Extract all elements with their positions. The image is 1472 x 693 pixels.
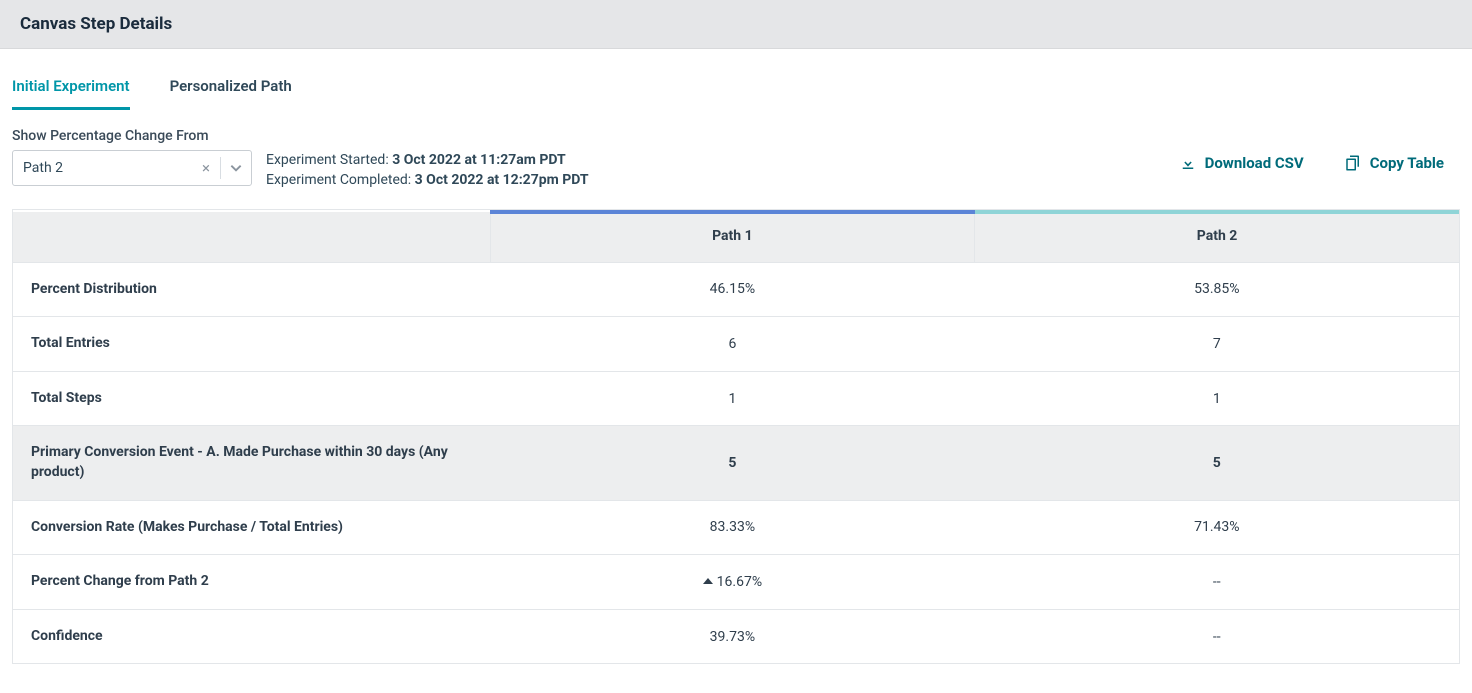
experiment-meta: Experiment Started: 3 Oct 2022 at 11:27a… <box>266 150 1165 191</box>
download-csv-label: Download CSV <box>1205 154 1304 172</box>
path2-cell: -- <box>975 555 1459 610</box>
metric-cell: Primary Conversion Event - A. Made Purch… <box>13 426 490 500</box>
copy-table-label: Copy Table <box>1370 154 1444 172</box>
clear-icon[interactable]: × <box>192 159 220 177</box>
metric-cell: Percent Change from Path 2 <box>13 555 490 610</box>
path2-cell: -- <box>975 609 1459 663</box>
path1-cell: 46.15% <box>490 262 974 317</box>
experiment-completed-label: Experiment Completed: <box>266 172 415 188</box>
path2-cell: 71.43% <box>975 500 1459 555</box>
experiment-started-label: Experiment Started: <box>266 152 392 168</box>
table-row: Total Entries67 <box>13 317 1459 372</box>
tab-initial-experiment[interactable]: Initial Experiment <box>12 67 130 110</box>
path2-cell: 1 <box>975 371 1459 426</box>
copy-table-button[interactable]: Copy Table <box>1344 154 1444 172</box>
copy-icon <box>1344 154 1362 172</box>
column-header-path1: Path 1 <box>490 212 974 263</box>
path2-cell: 7 <box>975 317 1459 372</box>
download-csv-button[interactable]: Download CSV <box>1179 154 1304 172</box>
table-row: Conversion Rate (Makes Purchase / Total … <box>13 500 1459 555</box>
path1-cell: 16.67% <box>490 555 974 610</box>
path1-cell: 83.33% <box>490 500 974 555</box>
table-row: Primary Conversion Event - A. Made Purch… <box>13 426 1459 500</box>
results-table-body: Percent Distribution46.15%53.85%Total En… <box>13 262 1459 663</box>
path2-cell: 5 <box>975 426 1459 500</box>
tabs: Initial Experiment Personalized Path <box>0 67 1472 110</box>
path1-cell: 1 <box>490 371 974 426</box>
delta-up-icon <box>703 578 713 584</box>
table-row: Total Steps11 <box>13 371 1459 426</box>
results-table-wrap: Path 1 Path 2 Percent Distribution46.15%… <box>12 209 1460 665</box>
download-icon <box>1179 154 1197 172</box>
metric-cell: Total Entries <box>13 317 490 372</box>
path1-cell: 6 <box>490 317 974 372</box>
chevron-down-icon[interactable] <box>221 161 251 175</box>
tab-label: Personalized Path <box>170 77 292 95</box>
table-row: Percent Distribution46.15%53.85% <box>13 262 1459 317</box>
select-value: Path 2 <box>13 160 192 176</box>
path2-cell: 53.85% <box>975 262 1459 317</box>
column-header-path2: Path 2 <box>975 212 1459 263</box>
percentage-change-label: Show Percentage Change From <box>12 128 1460 144</box>
table-row: Confidence39.73%-- <box>13 609 1459 663</box>
metric-cell: Total Steps <box>13 371 490 426</box>
path1-cell: 5 <box>490 426 974 500</box>
metric-cell: Confidence <box>13 609 490 663</box>
column-header-metric <box>13 212 490 263</box>
path1-cell: 39.73% <box>490 609 974 663</box>
experiment-started-value: 3 Oct 2022 at 11:27am PDT <box>392 152 566 168</box>
table-actions: Download CSV Copy Table <box>1179 150 1460 172</box>
controls-row: Show Percentage Change From Path 2 × Exp… <box>0 110 1472 199</box>
results-table: Path 1 Path 2 Percent Distribution46.15%… <box>13 210 1459 664</box>
header-bar: Canvas Step Details <box>0 0 1472 49</box>
experiment-completed-value: 3 Oct 2022 at 12:27pm PDT <box>415 172 589 188</box>
page-title: Canvas Step Details <box>20 14 1452 34</box>
tab-label: Initial Experiment <box>12 77 130 95</box>
metric-cell: Conversion Rate (Makes Purchase / Total … <box>13 500 490 555</box>
tab-personalized-path[interactable]: Personalized Path <box>170 67 292 110</box>
percentage-change-select[interactable]: Path 2 × <box>12 150 252 186</box>
metric-cell: Percent Distribution <box>13 262 490 317</box>
table-row: Percent Change from Path 216.67%-- <box>13 555 1459 610</box>
